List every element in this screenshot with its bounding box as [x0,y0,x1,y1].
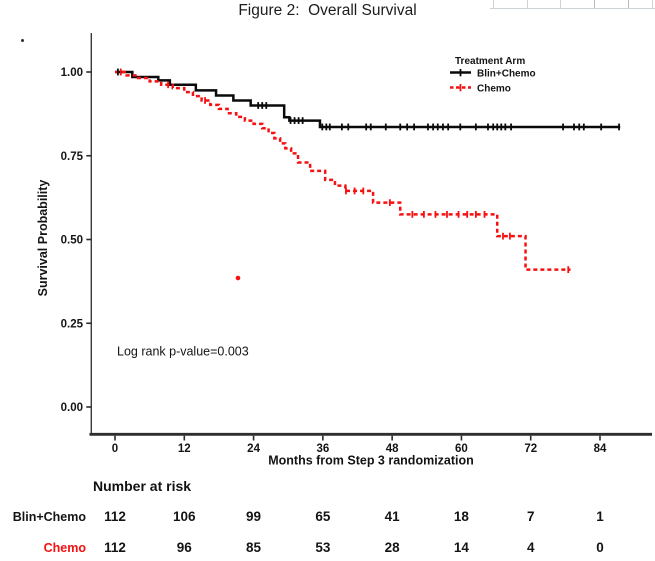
risk-value: 106 [173,509,196,524]
x-axis-title: Months from Step 3 randomization [268,454,474,468]
x-tick-label: 84 [594,443,607,455]
x-tick-label: 60 [455,443,468,455]
risk-value: 18 [453,509,469,524]
artifact-line [560,0,561,8]
x-tick-label: 24 [247,443,260,455]
outlier-points [235,275,241,281]
risk-value: 41 [384,509,400,524]
risk-value: 1 [596,509,604,524]
risk-value: 4 [526,540,535,555]
legend: Treatment Arm Blin+Chemo Chemo [450,56,536,95]
y-axis-title: Survival Probability [36,180,50,297]
artifact-line [490,8,655,9]
risk-value: 65 [315,509,331,524]
artifact-line [493,0,494,8]
km-curve-blin-chemo [115,70,621,129]
risk-row-blin-chemo: Blin+Chemo 112 106 99 65 41 18 7 1 [0,509,655,526]
censor-marks [116,68,620,274]
risk-value: 28 [384,540,400,555]
artifact-line [527,0,528,8]
outlier-dot [235,275,241,281]
risk-value: 0 [596,540,604,555]
speck-artifact [21,39,24,42]
artifact-line [594,0,595,8]
x-axis-ticks: 0 12 24 36 48 60 72 84 [112,435,607,455]
y-tick-label: 0.50 [61,235,83,247]
risk-value: 96 [176,540,192,555]
x-tick-label: 12 [178,443,191,455]
y-tick-label: 0.00 [61,402,83,414]
risk-table-heading: Number at risk [93,478,192,494]
risk-value: 112 [104,509,126,524]
x-tick-label: 36 [316,443,329,455]
figure-title: Figure 2: Overall Survival [238,2,417,19]
artifact-line [628,0,629,8]
y-tick-label: 0.25 [61,318,84,330]
legend-label-chemo: Chemo [477,84,511,95]
risk-value: 99 [246,509,262,524]
x-tick-label: 48 [386,443,399,455]
artifact-line [652,0,653,8]
y-tick-label: 0.75 [61,151,84,163]
risk-value: 112 [104,540,126,555]
risk-row-label: Blin+Chemo [12,510,86,524]
y-axis-ticks: 1.00 0.75 0.50 0.25 0.00 [61,67,92,414]
x-tick-label: 0 [112,443,118,455]
y-tick-label: 1.00 [61,67,83,79]
risk-value: 85 [246,540,262,555]
x-tick-label: 72 [524,443,537,455]
legend-label-blin-chemo: Blin+Chemo [477,69,536,80]
risk-value: 14 [453,540,469,555]
survival-curves [115,70,621,271]
risk-row-chemo: Chemo 112 96 85 53 28 14 4 0 [0,540,655,557]
km-curve-chemo [115,70,571,271]
risk-value: 53 [315,540,331,555]
risk-value: 7 [526,509,535,524]
log-rank-annotation: Log rank p-value=0.003 [117,345,249,359]
risk-row-label: Chemo [43,541,86,555]
legend-title: Treatment Arm [455,56,525,67]
